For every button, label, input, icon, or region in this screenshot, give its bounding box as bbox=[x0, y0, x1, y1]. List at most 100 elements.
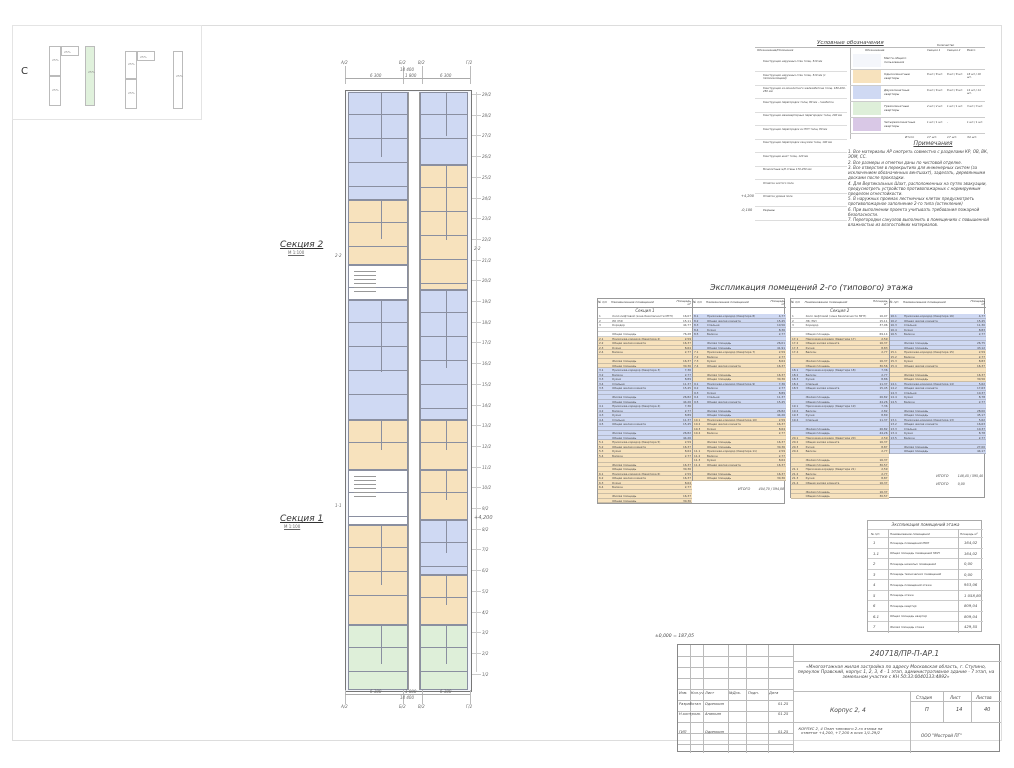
room-partition bbox=[420, 259, 468, 260]
room-name: Спальня bbox=[612, 417, 625, 421]
stair-step bbox=[354, 476, 376, 477]
room-name: Прихожая-коридор (Квартира 8) bbox=[707, 314, 756, 318]
room-partition bbox=[446, 520, 448, 553]
room-area: 11,37 bbox=[879, 417, 888, 421]
room-number bbox=[598, 355, 611, 359]
room-name: Общая площадь bbox=[707, 476, 732, 480]
axis-line bbox=[470, 690, 471, 704]
room-area: 16,37 bbox=[879, 489, 888, 493]
room-number: 16.3 bbox=[890, 323, 897, 327]
table-row: Общая площадь 30,36 bbox=[693, 476, 786, 481]
room-name: Балкон bbox=[904, 332, 915, 336]
table-row: 7 Жилая площадь этажа 429,55 bbox=[868, 621, 983, 632]
room-area: 2,77 bbox=[881, 372, 888, 376]
room-name: Прихожая-коридор (Квартира 5) bbox=[612, 440, 661, 444]
project-description: «Многоэтажная жилая застройка по адресу … bbox=[797, 665, 995, 680]
room-name: Жилая площадь bbox=[612, 431, 637, 435]
room-number: 3.5 bbox=[599, 386, 604, 390]
axis-label: В/2 bbox=[418, 704, 425, 709]
key-plan-label: 25% bbox=[52, 58, 59, 63]
divider bbox=[958, 529, 959, 633]
room-name: Кухня bbox=[707, 390, 716, 394]
room-partition bbox=[446, 290, 448, 368]
legend-total: 17 шт. bbox=[947, 135, 958, 139]
room-number: 7.1 bbox=[694, 350, 699, 354]
room-number bbox=[693, 409, 706, 413]
room-number: 5.3 bbox=[599, 449, 604, 453]
table-row: Жилая площадь 16,37 bbox=[693, 440, 786, 445]
room-area: 8,89 bbox=[881, 413, 888, 417]
divider bbox=[910, 691, 911, 753]
room-partition bbox=[420, 235, 468, 236]
room-area: 16,37 bbox=[879, 341, 888, 345]
apartment-block bbox=[348, 420, 408, 470]
room-name: Холл лифтовой (зона безопасности МГН) bbox=[805, 314, 867, 318]
room-name: Кухня bbox=[805, 444, 815, 448]
table-row: 19.2 Балкон 2,82 bbox=[791, 408, 889, 413]
row-name: Жилая площадь этажа bbox=[890, 624, 925, 629]
key-plan-label: 25% bbox=[176, 74, 183, 79]
table-row: 5.1 Прихожая-коридор (Квартира 5) 2,59 bbox=[598, 440, 692, 445]
row-number: 1.1 bbox=[873, 550, 880, 556]
room-name: Прихожая-коридор (Квартира 10) bbox=[707, 417, 757, 421]
title-block-header: Лист bbox=[705, 691, 715, 695]
room-name: Жилая площадь bbox=[904, 341, 929, 345]
legend-swatch-blue bbox=[853, 86, 881, 99]
room-name: Общая площадь bbox=[612, 363, 637, 367]
divider bbox=[678, 689, 793, 690]
room-area: 2,77 bbox=[881, 449, 888, 453]
table-row: 18.5 Общая жилая комната 15,45 bbox=[791, 386, 889, 391]
room-number bbox=[693, 346, 706, 350]
room-name: Спальня bbox=[904, 426, 917, 430]
room-name: Жилая площадь bbox=[612, 462, 637, 466]
table-row: Общая площадь 41,91 bbox=[693, 345, 786, 350]
divider bbox=[888, 529, 889, 633]
apartment-block bbox=[348, 92, 408, 200]
room-area bbox=[673, 458, 692, 462]
row-number: 6.1 bbox=[873, 613, 880, 619]
cut-mark: 2-2 bbox=[335, 253, 342, 258]
axis-line bbox=[422, 66, 423, 84]
room-name: Общая площадь bbox=[904, 377, 929, 381]
table-row: 10.4 Балкон 2,77 bbox=[693, 431, 786, 436]
room-area: 5,62 bbox=[978, 381, 985, 385]
room-number: 11.3 bbox=[694, 458, 701, 462]
room-partition bbox=[420, 597, 468, 598]
row-axis-label: 12/2 bbox=[482, 443, 491, 449]
room-number: 19.4 bbox=[792, 417, 799, 421]
table-row: 6.3 Кухня 8,64 bbox=[598, 480, 692, 485]
room-number: 15.1 bbox=[890, 350, 897, 354]
table-row: Жилая площадь 16,37 bbox=[598, 462, 692, 467]
table-row: 16.2 Общая жилая комната 15,45 bbox=[889, 318, 986, 323]
apartment-block bbox=[420, 290, 468, 420]
room-area: 2,77 bbox=[684, 485, 691, 489]
dimension: 1 800 bbox=[405, 689, 417, 694]
room-number: 6.4 bbox=[599, 485, 604, 489]
room-number: 20.4 bbox=[792, 449, 799, 453]
room-number bbox=[693, 472, 706, 476]
room-area: 8,64 bbox=[684, 449, 691, 453]
room-area: 10,37 bbox=[976, 426, 985, 430]
table-row: Жилая площадь 16,37 bbox=[791, 359, 889, 364]
room-area: 16,37 bbox=[682, 444, 691, 448]
table-row: Общая площадь 30,36 bbox=[693, 377, 786, 382]
room-number: 14.5 bbox=[890, 399, 897, 403]
room-name: Прихожая-коридор (Квартира 20) bbox=[805, 435, 856, 439]
room-area: 17,63 bbox=[976, 386, 985, 390]
room-number bbox=[791, 391, 805, 395]
room-partition bbox=[348, 162, 408, 163]
room-name: Балкон bbox=[612, 485, 623, 489]
room-partition bbox=[420, 408, 468, 409]
room-area: 2,77 bbox=[881, 350, 888, 354]
table-row: 20.2 Общая жилая комната 16,37 bbox=[791, 440, 889, 445]
room-name bbox=[706, 436, 767, 440]
row-name: Площадь помещений этажа bbox=[890, 582, 932, 587]
explication-table-section-1: № п/п Наименование помещений Площадь м² Сек… bbox=[597, 298, 786, 504]
room-name: Жилая площадь bbox=[707, 372, 732, 376]
divider bbox=[703, 645, 704, 753]
table-row: 13.3 Спальня 10,37 bbox=[889, 426, 986, 431]
room-area: 7,36 bbox=[778, 381, 785, 385]
room-area: 2,77 bbox=[778, 354, 785, 358]
room-number bbox=[598, 431, 611, 435]
room-partition bbox=[381, 200, 382, 239]
